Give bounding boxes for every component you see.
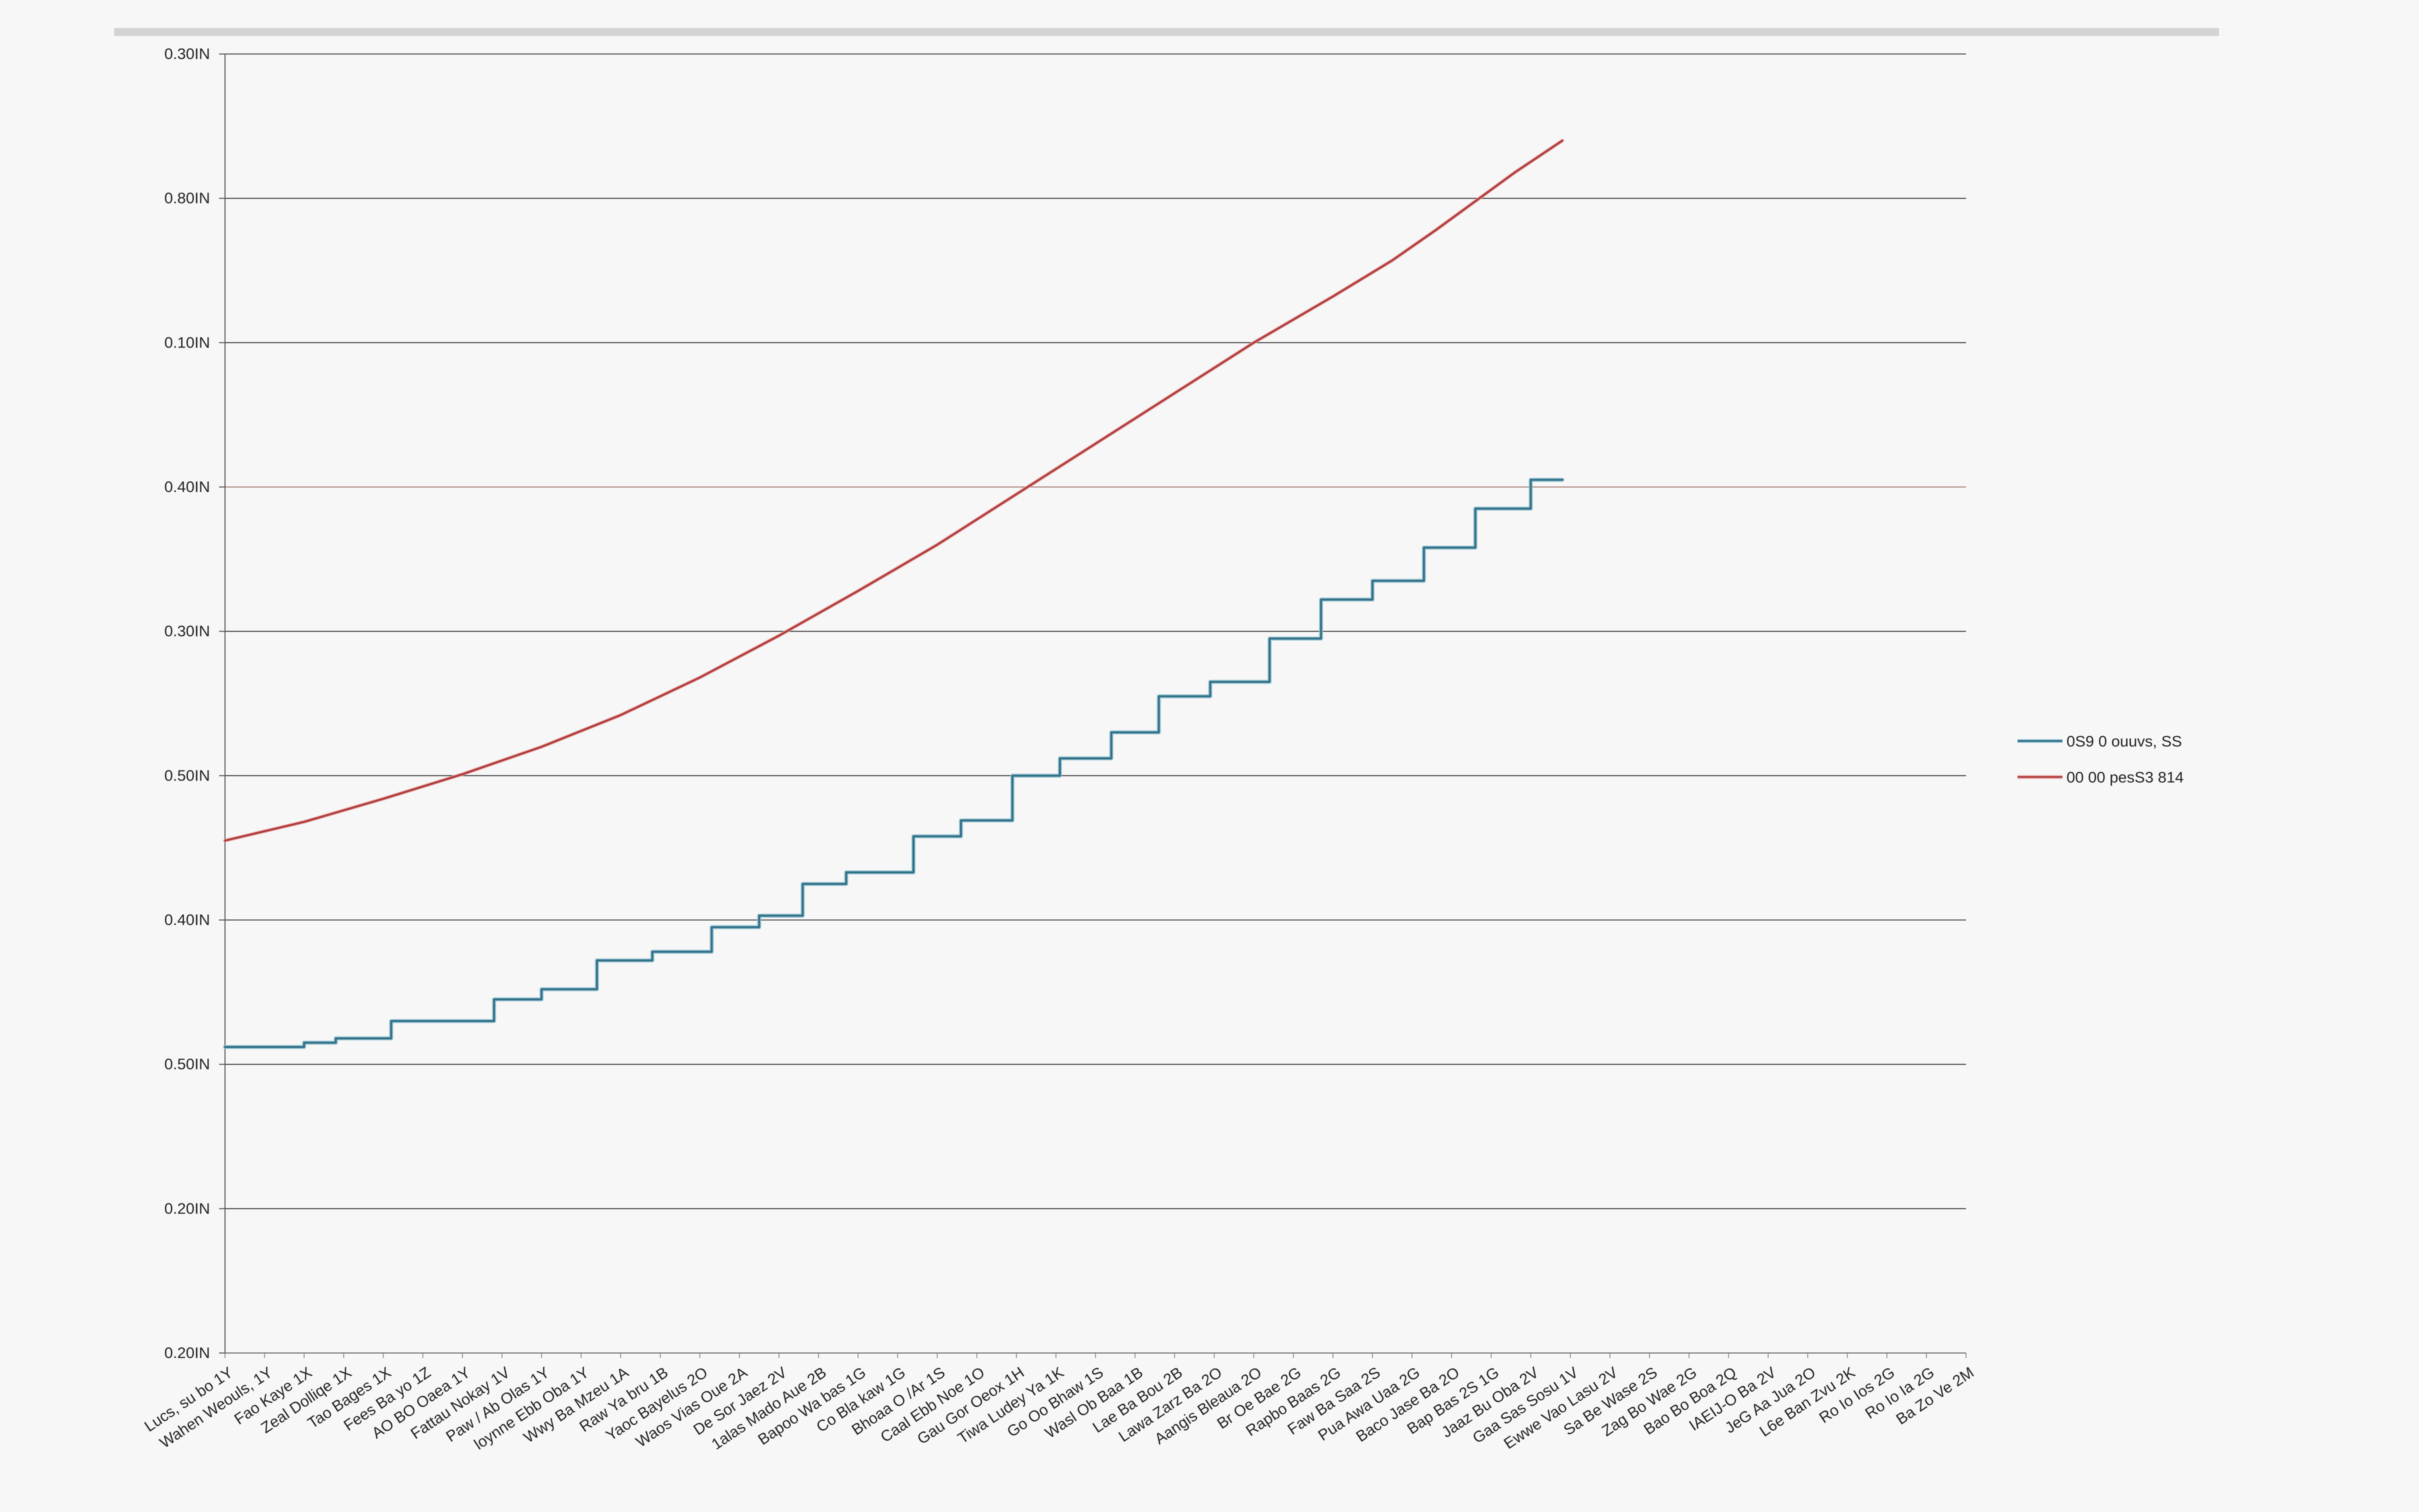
y-tick-label: 0.40IN — [164, 478, 210, 496]
top-divider — [114, 28, 2219, 36]
legend-label-1: 0S9 0 ouuvs, SS — [2066, 732, 2182, 750]
series-2-line — [224, 140, 1564, 842]
axes — [219, 54, 1966, 1358]
y-tick-label: 0.50IN — [164, 1056, 210, 1073]
y-tick-label: 0.20IN — [164, 1200, 210, 1217]
y-tick-label: 0.10IN — [164, 334, 210, 351]
y-tick-labels: 0.30IN 0.80IN 0.10IN 0.40IN 0.30IN 0.50IN 0.40… — [164, 45, 210, 1362]
y-tick-label: 0.20IN — [164, 1344, 210, 1362]
y-tick-label: 0.50IN — [164, 766, 210, 784]
y-tick-label: 0.30IN — [164, 622, 210, 640]
series-lines — [223, 138, 1564, 1050]
y-tick-label: 0.40IN — [164, 911, 210, 928]
legend: 0S9 0 ouuvs, SS 00 00 pesS3 814 — [2018, 732, 2184, 786]
y-tick-label: 0.80IN — [164, 190, 210, 207]
series-1-line — [224, 478, 1564, 1048]
y-tick-label: 0.30IN — [164, 45, 210, 62]
legend-label-2: 00 00 pesS3 814 — [2066, 768, 2184, 786]
